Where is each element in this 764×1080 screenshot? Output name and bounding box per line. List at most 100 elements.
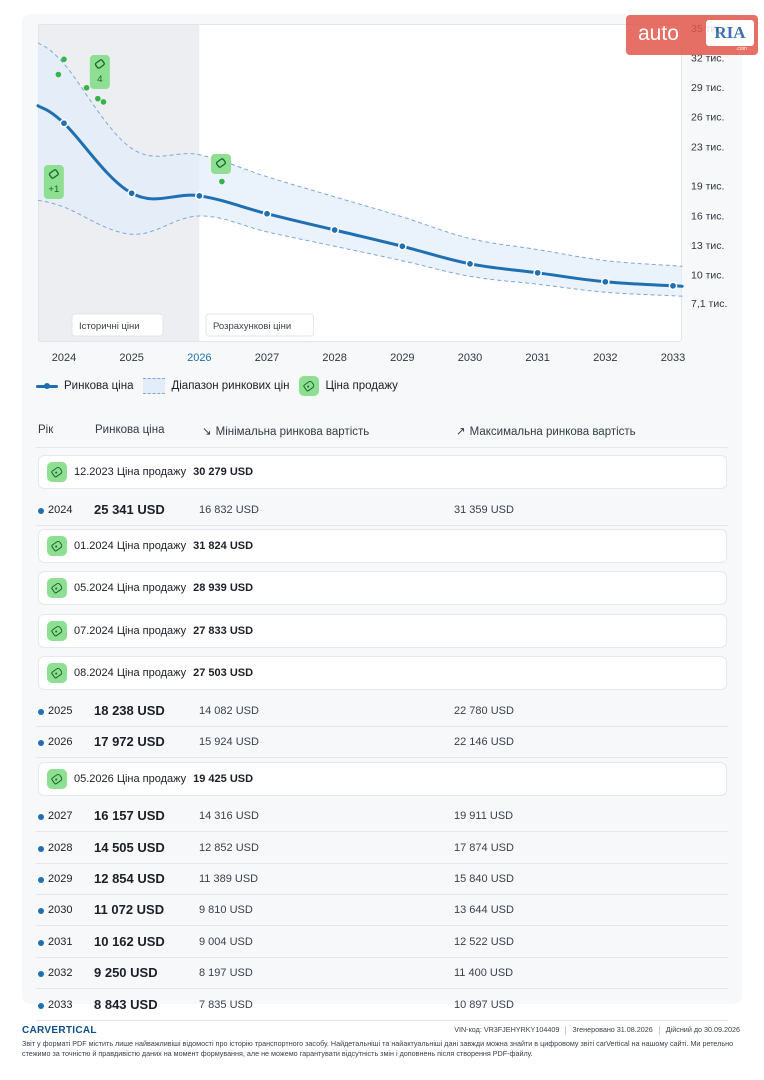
year-dot-icon xyxy=(38,708,44,715)
row-year: 2025 xyxy=(48,704,73,717)
row-market-price: 18 238 USD xyxy=(94,702,165,718)
row-max-price: 13 644 USD xyxy=(454,904,514,917)
sale-label: 01.2024 Ціна продажу xyxy=(74,539,187,552)
sale-marker-count: +1 xyxy=(48,184,59,195)
price-tag-icon xyxy=(47,620,67,641)
market-price-point xyxy=(465,259,475,269)
row-max-price: 11 400 USD xyxy=(454,967,514,980)
row-max-price: 15 840 USD xyxy=(454,873,514,885)
x-tick-label: 2029 xyxy=(390,352,414,364)
price-tag-icon xyxy=(47,578,67,599)
y-tick-label: 16 тис. xyxy=(691,210,724,222)
range-min-line xyxy=(37,199,683,297)
x-tick-label: 2030 xyxy=(458,352,482,364)
year-dot-icon xyxy=(38,1002,44,1009)
row-min-price: 12 852 USD xyxy=(199,841,259,854)
y-tick-label: 19 тис. xyxy=(691,181,724,193)
legend-price-range-label: Діапазон ринкових цін xyxy=(171,380,290,392)
y-tick-label: 10 тис. xyxy=(691,269,724,281)
table-row: 2027 16 157 USD 14 316 USD 19 911 USD xyxy=(36,801,728,833)
price-tag-icon xyxy=(215,158,227,168)
price-tag-icon xyxy=(48,169,59,179)
x-tick-label: 2025 xyxy=(119,352,143,364)
header-year: Рік xyxy=(38,424,54,436)
year-dot-icon xyxy=(38,908,44,915)
sale-marker xyxy=(210,154,231,174)
sale-price-point xyxy=(95,95,101,102)
row-max-price: 12 522 USD xyxy=(454,935,514,948)
row-market-price: 14 505 USD xyxy=(94,839,165,855)
year-dot-icon xyxy=(38,971,44,978)
y-tick-label: 23 тис. xyxy=(691,141,724,153)
x-tick-label: 2024 xyxy=(52,352,76,364)
row-year: 2028 xyxy=(48,841,73,854)
forecast-region-label: Розрахункові ціни xyxy=(213,321,291,332)
valid-until-date: Дійсний до 30.09.2026 xyxy=(665,1025,740,1034)
watermark-auto-text: auto xyxy=(638,22,679,45)
row-max-price: 22 146 USD xyxy=(454,736,514,749)
x-tick-label: 2028 xyxy=(322,352,346,364)
market-price-point xyxy=(262,209,272,219)
carvertical-logo: CARVERTICAL xyxy=(22,1025,97,1036)
row-year: 2026 xyxy=(48,736,73,749)
legend-sale-price: Ціна продажу xyxy=(299,376,398,396)
watermark-com-text: .com xyxy=(736,46,747,52)
x-tick-label: 2033 xyxy=(661,352,685,364)
row-market-price: 9 250 USD xyxy=(94,965,158,981)
price-tag-icon xyxy=(47,663,67,684)
year-dot-icon xyxy=(38,740,44,747)
row-year: 2027 xyxy=(48,810,73,823)
sale-marker-count: 4 xyxy=(97,74,102,85)
x-tick-label: 2032 xyxy=(593,352,617,364)
header-min: Мінімальна ринкова вартість xyxy=(202,424,370,438)
row-max-price: 17 874 USD xyxy=(454,841,514,854)
row-year: 2029 xyxy=(48,873,73,885)
header-max: Максимальна ринкова вартість xyxy=(456,424,636,438)
header-market-price: Ринкова ціна xyxy=(95,424,165,436)
range-band-icon xyxy=(143,378,166,394)
generated-date: Згенеровано 31.08.2026 xyxy=(572,1025,653,1034)
market-price-point xyxy=(397,241,407,251)
sale-marker: +1 xyxy=(43,165,64,199)
sale-price-row: 05.2026 Ціна продажу 19 425 USD xyxy=(38,761,727,796)
year-dot-icon xyxy=(38,877,44,883)
market-line-icon xyxy=(36,382,58,389)
sale-price: 27 833 USD xyxy=(193,624,254,637)
sale-price: 19 425 USD xyxy=(193,772,254,785)
sale-label: 07.2024 Ціна продажу xyxy=(74,624,187,637)
price-tag-icon xyxy=(94,59,105,69)
sale-price-point xyxy=(100,99,107,105)
y-tick-label: 29 тис. xyxy=(691,82,724,94)
sale-price-row: 07.2024 Ціна продажу 27 833 USD xyxy=(38,613,727,648)
historical-region-label: Історичні ціни xyxy=(79,321,140,332)
market-price-point xyxy=(59,118,69,128)
historical-region-label-box xyxy=(71,313,164,337)
sale-label: 12.2023 Ціна продажу xyxy=(74,466,187,478)
table-row: 2029 12 854 USD 11 389 USD 15 840 USD xyxy=(36,864,728,895)
y-tick-label: 13 тис. xyxy=(691,240,724,252)
sale-price-point xyxy=(61,56,67,63)
sale-marker-badge xyxy=(210,154,231,174)
row-min-price: 7 835 USD xyxy=(199,998,253,1011)
row-market-price: 11 072 USD xyxy=(94,902,165,918)
table-row: 2031 10 162 USD 9 004 USD 12 522 USD xyxy=(36,927,728,958)
sale-price-point xyxy=(219,178,225,185)
price-tag-icon xyxy=(47,462,67,482)
sale-label: 08.2024 Ціна продажу xyxy=(74,667,187,680)
row-market-price: 25 341 USD xyxy=(94,501,165,517)
market-price-point xyxy=(330,225,340,235)
table-row: 2026 17 972 USD 15 924 USD 22 146 USD xyxy=(36,727,728,759)
forecast-region-label-box xyxy=(205,313,314,337)
row-market-price: 16 157 USD xyxy=(94,808,165,824)
row-year: 2031 xyxy=(48,935,73,948)
table-row: 2024 25 341 USD 16 832 USD 31 359 USD xyxy=(36,495,728,526)
table-header: Рік Ринкова ціна Мінімальна ринкова варт… xyxy=(36,420,728,448)
sale-price-row: 01.2024 Ціна продажу 31 824 USD xyxy=(38,528,727,563)
legend-sale-price-label: Ціна продажу xyxy=(325,380,398,392)
table-row: 2032 9 250 USD 8 197 USD 11 400 USD xyxy=(36,958,728,990)
year-dot-icon xyxy=(38,507,44,514)
table-row: 2030 11 072 USD 9 810 USD 13 644 USD xyxy=(36,895,728,927)
table-row: 2033 8 843 USD 7 835 USD 10 897 USD xyxy=(36,990,728,1021)
row-year: 2033 xyxy=(48,998,73,1011)
row-max-price: 31 359 USD xyxy=(454,503,514,516)
